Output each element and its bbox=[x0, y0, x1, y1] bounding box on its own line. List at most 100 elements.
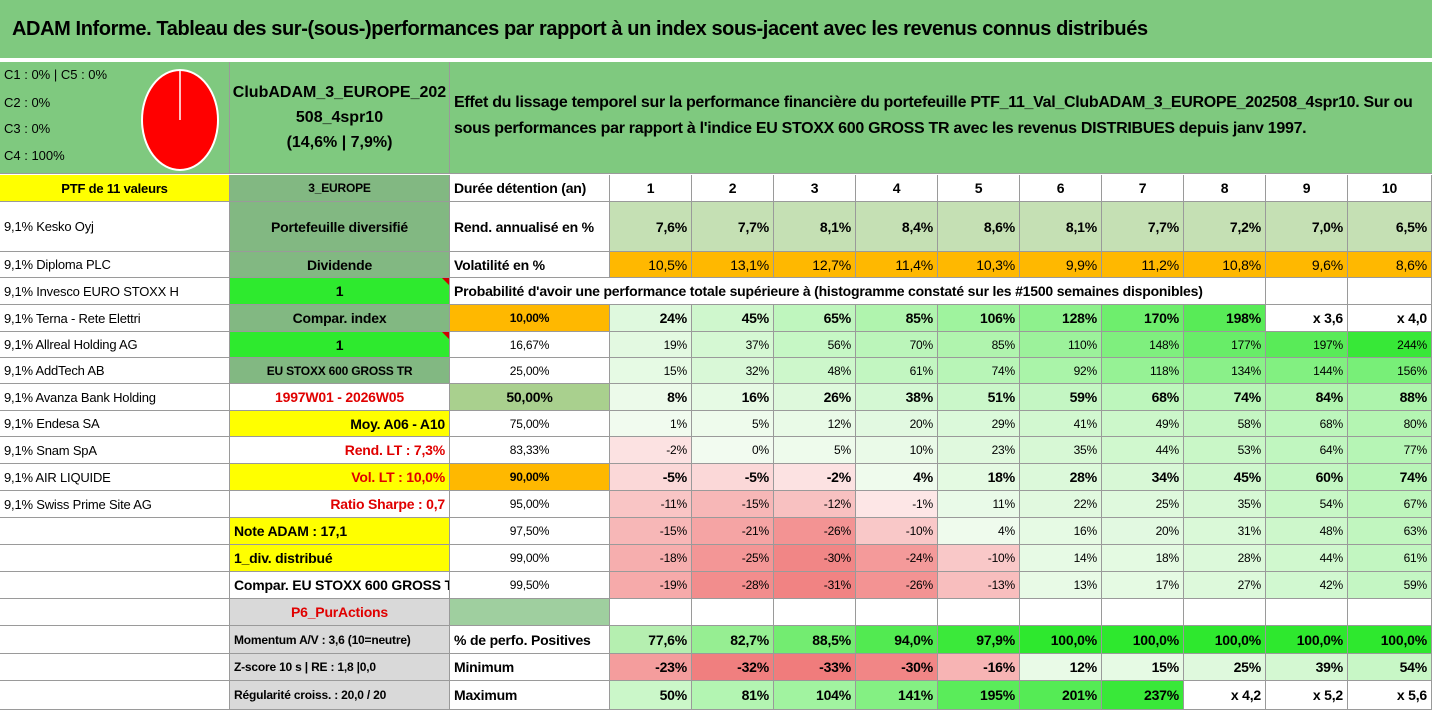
empty-cell bbox=[0, 681, 230, 710]
empty-cell bbox=[1266, 599, 1348, 626]
quantile-value: 32% bbox=[692, 358, 774, 384]
probability-level: 16,67% bbox=[450, 332, 610, 358]
maximum-value: 237% bbox=[1102, 681, 1184, 710]
dividend-label: Dividende bbox=[230, 252, 450, 278]
holding-row: 9,1% Snam SpA bbox=[0, 437, 230, 464]
minimum-value: -16% bbox=[938, 654, 1020, 681]
quantile-value: 118% bbox=[1102, 358, 1184, 384]
quantile-value: 65% bbox=[774, 305, 856, 332]
probability-level: 25,00% bbox=[450, 358, 610, 384]
sharpe-ratio: Ratio Sharpe : 0,7 bbox=[230, 491, 450, 518]
quantile-value: 59% bbox=[1020, 384, 1102, 411]
probability-level: 90,00% bbox=[450, 464, 610, 491]
quantile-value: -31% bbox=[774, 572, 856, 599]
return-value: 7,6% bbox=[610, 202, 692, 252]
positive-rate: 97,9% bbox=[938, 626, 1020, 654]
quantile-value: 58% bbox=[1184, 411, 1266, 437]
quantile-value: 14% bbox=[1020, 545, 1102, 572]
positive-rate: 82,7% bbox=[692, 626, 774, 654]
empty-cell bbox=[0, 626, 230, 654]
return-label: Rend. annualisé en % bbox=[450, 202, 610, 252]
maximum-value: x 5,2 bbox=[1266, 681, 1348, 710]
index-name: EU STOXX 600 GROSS TR bbox=[230, 358, 450, 384]
allocation-pie-chart bbox=[141, 69, 219, 171]
quantile-value: 19% bbox=[610, 332, 692, 358]
probability-level: 95,00% bbox=[450, 491, 610, 518]
quantile-value: 5% bbox=[692, 411, 774, 437]
quantile-value: 85% bbox=[856, 305, 938, 332]
quantile-value: -2% bbox=[774, 464, 856, 491]
minimum-value: -33% bbox=[774, 654, 856, 681]
minimum-value: 15% bbox=[1102, 654, 1184, 681]
positive-rate: 100,0% bbox=[1184, 626, 1266, 654]
quantile-value: 10% bbox=[856, 437, 938, 464]
quantile-value: -5% bbox=[692, 464, 774, 491]
zscore-stat: Z-score 10 s | RE : 1,8 |0,0 bbox=[230, 654, 450, 681]
quantile-value: 20% bbox=[856, 411, 938, 437]
class-c2: C2 : 0% bbox=[4, 95, 51, 110]
probability-header: Probabilité d'avoir une performance tota… bbox=[450, 278, 1266, 305]
quantile-value: 68% bbox=[1102, 384, 1184, 411]
quantile-value: 148% bbox=[1102, 332, 1184, 358]
holding-row: 9,1% Kesko Oyj bbox=[0, 202, 230, 252]
quantile-value: 68% bbox=[1266, 411, 1348, 437]
positive-rate: 94,0% bbox=[856, 626, 938, 654]
index-flag-1: 1 bbox=[230, 278, 450, 305]
quantile-value: -24% bbox=[856, 545, 938, 572]
quantile-value: 5% bbox=[774, 437, 856, 464]
return-value: 7,0% bbox=[1266, 202, 1348, 252]
empty-cell bbox=[1102, 599, 1184, 626]
positive-rate: 88,5% bbox=[774, 626, 856, 654]
quantile-value: -28% bbox=[692, 572, 774, 599]
period-range: 1997W01 - 2026W05 bbox=[230, 384, 450, 411]
positive-rate: 77,6% bbox=[610, 626, 692, 654]
volatility-value: 8,6% bbox=[1348, 252, 1432, 278]
holding-row: 9,1% Diploma PLC bbox=[0, 252, 230, 278]
class-c1-c5: C1 : 0% | C5 : 0% bbox=[4, 67, 108, 82]
quantile-value: 45% bbox=[692, 305, 774, 332]
quantile-value: 177% bbox=[1184, 332, 1266, 358]
quantile-value: 128% bbox=[1020, 305, 1102, 332]
quantile-value: -19% bbox=[610, 572, 692, 599]
quantile-value: 20% bbox=[1102, 518, 1184, 545]
probability-level: 50,00% bbox=[450, 384, 610, 411]
volatility-value: 11,2% bbox=[1102, 252, 1184, 278]
quantile-value: 17% bbox=[1102, 572, 1184, 599]
quantile-value: 27% bbox=[1184, 572, 1266, 599]
empty-cell bbox=[856, 599, 938, 626]
quantile-value: x 3,6 bbox=[1266, 305, 1348, 332]
quantile-value: 134% bbox=[1184, 358, 1266, 384]
empty-cell bbox=[774, 599, 856, 626]
quantile-value: 4% bbox=[856, 464, 938, 491]
year-header: 10 bbox=[1348, 175, 1432, 202]
category-label: P6_PurActions bbox=[230, 599, 450, 626]
quantile-value: -26% bbox=[856, 572, 938, 599]
description-text: Effet du lissage temporel sur la perform… bbox=[450, 62, 1432, 174]
quantile-value: 22% bbox=[1020, 491, 1102, 518]
holding-row: 9,1% AddTech AB bbox=[0, 358, 230, 384]
empty-cell bbox=[0, 572, 230, 599]
regularity-stat: Régularité croiss. : 20,0 / 20 bbox=[230, 681, 450, 710]
quantile-value: 61% bbox=[856, 358, 938, 384]
holding-row: 9,1% Endesa SA bbox=[0, 411, 230, 437]
quantile-value: -2% bbox=[610, 437, 692, 464]
quantile-value: 170% bbox=[1102, 305, 1184, 332]
maximum-value: 141% bbox=[856, 681, 938, 710]
quantile-value: 28% bbox=[1020, 464, 1102, 491]
empty-cell bbox=[1348, 278, 1432, 305]
long-term-return: Rend. LT : 7,3% bbox=[230, 437, 450, 464]
empty-cell bbox=[0, 545, 230, 572]
quantile-value: 51% bbox=[938, 384, 1020, 411]
quantile-value: 106% bbox=[938, 305, 1020, 332]
return-value: 8,1% bbox=[774, 202, 856, 252]
positive-rate-label: % de perfo. Positives bbox=[450, 626, 610, 654]
quantile-value: -5% bbox=[610, 464, 692, 491]
return-value: 8,6% bbox=[938, 202, 1020, 252]
quantile-value: 34% bbox=[1102, 464, 1184, 491]
year-header: 4 bbox=[856, 175, 938, 202]
maximum-value: 81% bbox=[692, 681, 774, 710]
ptf-label: PTF de 11 valeurs bbox=[0, 175, 230, 202]
holding-row: 9,1% Allreal Holding AG bbox=[0, 332, 230, 358]
quantile-value: 1% bbox=[610, 411, 692, 437]
quantile-value: 60% bbox=[1266, 464, 1348, 491]
